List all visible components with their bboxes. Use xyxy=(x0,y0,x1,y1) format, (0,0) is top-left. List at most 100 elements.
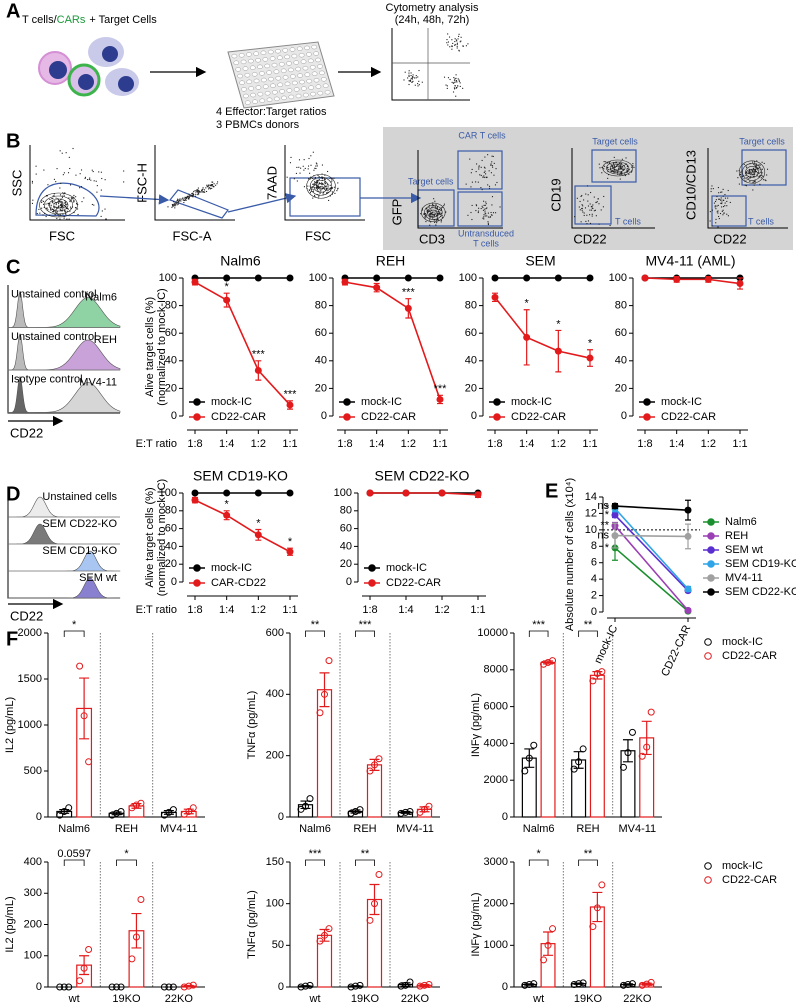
replicate-point xyxy=(321,690,328,698)
event-dot xyxy=(587,194,589,196)
error-bar xyxy=(369,758,380,771)
event-dot xyxy=(60,206,62,208)
event-dot xyxy=(302,165,304,167)
event-dot xyxy=(480,187,482,189)
error-bar xyxy=(622,739,633,763)
event-dot xyxy=(196,190,198,192)
legend-marker xyxy=(368,564,376,572)
event-dot xyxy=(185,197,187,200)
well xyxy=(311,71,318,76)
well xyxy=(246,79,253,85)
event-dot xyxy=(319,192,321,194)
event-dot xyxy=(313,189,315,191)
event-dot xyxy=(307,185,309,187)
panel-label: C xyxy=(6,256,20,278)
event-dot xyxy=(184,197,186,200)
event-dot xyxy=(67,207,69,210)
event-dot xyxy=(75,196,77,198)
axis-label: CD19 xyxy=(548,178,563,211)
event-dot xyxy=(415,77,417,79)
event-dot xyxy=(451,39,453,41)
event-dot xyxy=(329,184,331,186)
event-dot xyxy=(453,87,455,89)
event-dot xyxy=(64,210,66,212)
event-dot xyxy=(613,171,615,173)
event-dot xyxy=(430,214,432,216)
event-dot xyxy=(209,184,211,186)
y-tick-label: 100 xyxy=(24,950,42,962)
event-dot xyxy=(459,82,461,84)
event-dot xyxy=(721,206,723,208)
event-dot xyxy=(60,204,62,207)
event-dot xyxy=(486,176,488,178)
event-dot xyxy=(58,206,60,208)
event-dot xyxy=(330,190,332,192)
point xyxy=(586,354,594,362)
well xyxy=(248,86,255,91)
significance: *** xyxy=(284,389,298,401)
gray-panel xyxy=(383,127,793,250)
event-dot xyxy=(173,203,175,205)
error-bar xyxy=(592,891,603,923)
sample-label: REH xyxy=(94,334,117,346)
event-dot xyxy=(65,203,67,206)
event-dot xyxy=(323,179,326,181)
event-dot xyxy=(212,181,214,183)
event-dot xyxy=(446,39,448,41)
point xyxy=(554,274,562,282)
axis-label: FSC xyxy=(49,228,75,243)
replicate-point xyxy=(575,980,583,988)
well xyxy=(241,87,247,92)
event-dot xyxy=(180,200,182,202)
event-dot xyxy=(745,185,748,187)
event-dot xyxy=(495,168,497,170)
legend-marker xyxy=(193,413,201,421)
event-dot xyxy=(710,190,712,193)
event-dot xyxy=(453,77,455,79)
event-dot xyxy=(316,180,319,182)
event-dot xyxy=(437,218,439,220)
event-dot xyxy=(470,186,472,188)
event-dot xyxy=(622,169,624,171)
event-dot xyxy=(475,205,478,207)
event-dot xyxy=(625,157,627,159)
event-dot xyxy=(123,181,125,183)
event-dot xyxy=(70,184,72,186)
event-dot xyxy=(313,169,315,171)
replicate-point xyxy=(117,983,125,991)
well xyxy=(286,61,292,66)
event-dot xyxy=(319,183,321,185)
event-dot xyxy=(321,185,323,187)
event-dot xyxy=(462,45,464,47)
event-dot xyxy=(52,197,54,199)
event-dot xyxy=(609,161,611,163)
event-dot xyxy=(590,209,593,211)
x-tick-label: Nalm6 xyxy=(523,823,555,835)
event-dot xyxy=(762,175,764,177)
x-tick-label: 1:8 xyxy=(637,438,652,450)
event-dot xyxy=(488,187,491,189)
event-dot xyxy=(215,184,217,186)
event-dot xyxy=(84,177,86,180)
event-dot xyxy=(320,186,322,188)
event-dot xyxy=(453,79,456,81)
error-bar xyxy=(543,931,554,956)
event-dot xyxy=(186,196,188,198)
event-dot xyxy=(579,200,581,203)
y-tick-label: 0 xyxy=(591,606,597,618)
event-dot xyxy=(51,208,54,210)
event-dot xyxy=(316,187,318,190)
event-dot xyxy=(746,166,748,168)
significance-bracket xyxy=(528,859,549,866)
y-tick-label: 40 xyxy=(165,540,177,552)
event-dot xyxy=(436,206,439,208)
event-dot xyxy=(726,200,728,202)
event-dot xyxy=(487,184,489,186)
event-dot xyxy=(619,167,621,170)
event-dot xyxy=(63,172,65,174)
event-dot xyxy=(761,172,763,174)
well xyxy=(286,88,293,93)
event-dot xyxy=(410,77,412,79)
event-dot xyxy=(205,190,208,193)
gate-arrow xyxy=(227,193,297,213)
